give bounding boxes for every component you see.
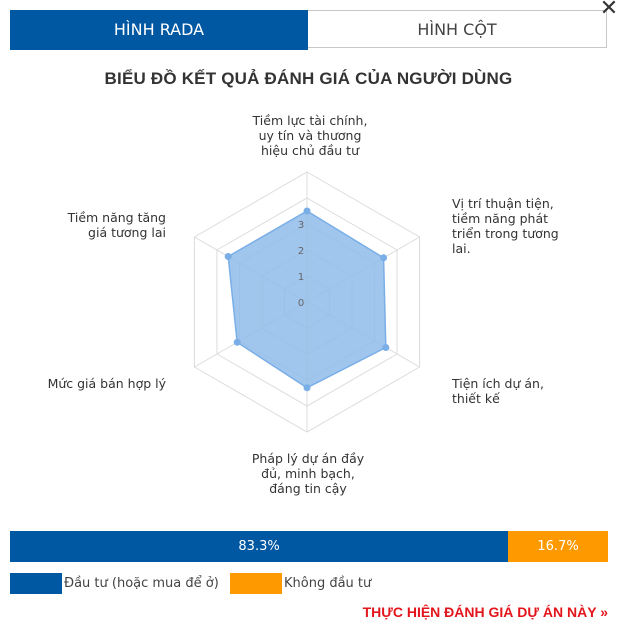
- chart-tabs: HÌNH RADA HÌNH CỘT: [10, 10, 607, 50]
- radar-data-point: [382, 344, 390, 351]
- axis-label-price: Mức giá bán hợp lý: [47, 376, 166, 391]
- axis-label-location: Vị trí thuận tiện, tiềm năng phát triển …: [452, 196, 559, 256]
- radar-data-point: [224, 253, 232, 260]
- legend-label-no-invest: Không đầu tư: [284, 575, 372, 591]
- axis-label-financial-strength: Tiềm lực tài chính, uy tín và thương hiệ…: [252, 113, 368, 158]
- axis-label-legal: Pháp lý dự án đầy đủ, minh bạch, đáng ti…: [251, 451, 365, 496]
- invest-share-segment: 83.3%: [10, 531, 509, 562]
- legend-swatch-invest: [10, 572, 62, 594]
- radar-tick-label: 2: [298, 246, 304, 257]
- no-invest-share-segment: 16.7%: [508, 531, 608, 562]
- legend-swatch-no-invest: [230, 572, 282, 594]
- legend-label-invest: Đầu tư (hoặc mua để ở): [64, 575, 219, 591]
- radar-data-point: [303, 384, 311, 392]
- axis-label-amenities-design: Tiện ích dự án, thiết kế: [452, 376, 544, 406]
- radar-data-point: [380, 254, 388, 262]
- tab-radar[interactable]: HÌNH RADA: [10, 10, 308, 50]
- chart-title: BIỂU ĐỒ KẾT QUẢ ĐÁNH GIÁ CỦA NGƯỜI DÙNG: [104, 69, 513, 88]
- radar-chart: 0 1 2 3: [193, 171, 421, 433]
- legend-item-invest: Đầu tư (hoặc mua để ở): [10, 572, 219, 594]
- evaluate-project-link[interactable]: THỰC HIỆN ĐÁNH GIÁ DỰ ÁN NÀY »: [362, 604, 608, 620]
- radar-tick-label: 0: [298, 298, 304, 309]
- axis-label-growth-potential: Tiềm năng tăng giá tương lai: [67, 210, 166, 240]
- radar-data-point: [303, 207, 311, 215]
- close-icon[interactable]: ✕: [599, 0, 617, 21]
- radar-tick-label: 1: [298, 272, 304, 283]
- radar-data-point: [233, 338, 241, 346]
- tab-column[interactable]: HÌNH CỘT: [308, 10, 607, 48]
- radar-series-area: [227, 210, 387, 389]
- summary-bar: 83.3% 16.7%: [10, 531, 608, 562]
- radar-tick-label: 3: [298, 220, 304, 231]
- legend-item-no-invest: Không đầu tư: [230, 572, 371, 594]
